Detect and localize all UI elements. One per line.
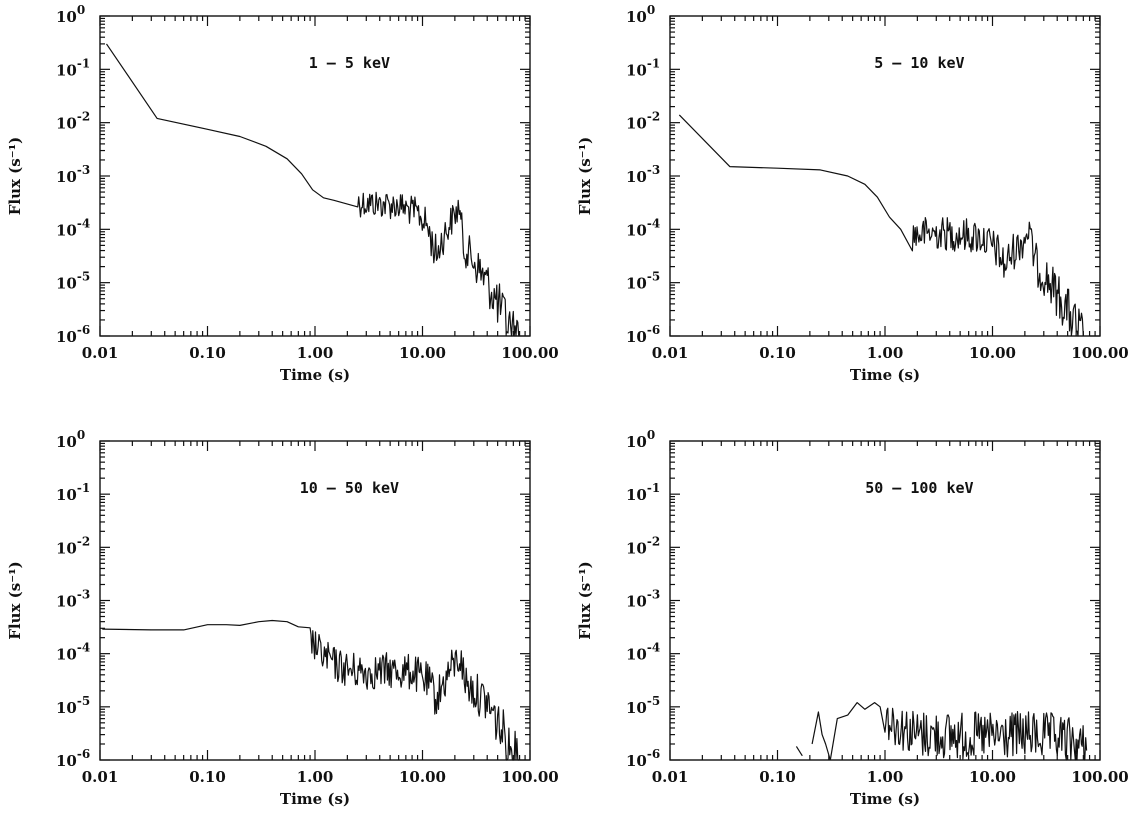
light-curve-line (678, 114, 1084, 337)
y-tick-label: 10-1 (56, 56, 90, 79)
y-tick-label: 10-3 (56, 163, 90, 186)
y-tick-label: 10-1 (56, 481, 90, 504)
panel-1-5-kev: 100 10-1 10-2 10-3 10-4 10-5 10-60.01 0.10 1.00 1… (6, 3, 559, 384)
y-tick-label: 100 (56, 428, 85, 451)
x-tick-label: 10.00 (399, 768, 446, 786)
x-axis-title: Time (s) (850, 790, 920, 808)
x-axis-title: Time (s) (850, 366, 920, 384)
x-axis-title: Time (s) (280, 366, 350, 384)
y-tick-label: 10-2 (56, 534, 90, 557)
y-tick-label: 10-5 (626, 694, 660, 717)
y-tick-label: 10-6 (626, 323, 660, 346)
y-tick-label: 10-5 (56, 694, 90, 717)
y-axis-title: Flux (s⁻¹) (576, 561, 594, 640)
x-tick-label: 100.00 (1071, 768, 1128, 786)
y-tick-label: 100 (626, 3, 655, 26)
light-curve-line (811, 711, 831, 761)
y-tick-label: 10-3 (626, 163, 660, 186)
x-tick-label: 0.01 (652, 768, 689, 786)
x-tick-label: 0.01 (652, 344, 689, 362)
y-tick-label: 10-4 (626, 641, 660, 664)
y-tick-label: 10-6 (56, 747, 90, 770)
panel-title: 10 – 50 keV (300, 479, 399, 497)
x-tick-label: 10.00 (399, 344, 446, 362)
y-tick-label: 10-4 (626, 216, 660, 239)
x-tick-label: 1.00 (867, 344, 904, 362)
panel-title: 1 – 5 keV (309, 54, 390, 72)
x-tick-label: 1.00 (297, 344, 334, 362)
panel-5-10-kev: 100 10-1 10-2 10-3 10-4 10-5 10-60.01 0.10 1.00 1… (576, 3, 1129, 384)
x-tick-label: 0.01 (82, 768, 119, 786)
y-tick-label: 10-6 (626, 747, 660, 770)
light-curve-line (106, 43, 520, 337)
x-tick-label: 0.10 (189, 344, 226, 362)
light-curve-line (829, 702, 1088, 761)
y-tick-label: 10-1 (626, 481, 660, 504)
y-tick-label: 10-5 (56, 270, 90, 293)
x-tick-label: 100.00 (501, 344, 558, 362)
x-tick-label: 0.10 (759, 768, 796, 786)
y-tick-label: 10-4 (56, 641, 90, 664)
y-axis-title: Flux (s⁻¹) (576, 137, 594, 216)
y-tick-label: 10-2 (626, 110, 660, 133)
y-tick-label: 10-4 (56, 216, 90, 239)
panel-10-50-kev: 100 10-1 10-2 10-3 10-4 10-5 10-60.01 0.10 1.00 1… (6, 428, 559, 808)
x-tick-label: 0.01 (82, 344, 119, 362)
y-tick-label: 10-2 (56, 110, 90, 133)
y-tick-label: 10-1 (626, 56, 660, 79)
panel-title: 50 – 100 keV (865, 479, 973, 497)
y-axis-title: Flux (s⁻¹) (6, 561, 24, 640)
x-tick-label: 1.00 (867, 768, 904, 786)
x-axis-title: Time (s) (280, 790, 350, 808)
y-tick-label: 10-3 (626, 588, 660, 611)
y-tick-label: 100 (626, 428, 655, 451)
y-tick-label: 10-5 (626, 270, 660, 293)
x-tick-label: 1.00 (297, 768, 334, 786)
x-tick-label: 10.00 (969, 768, 1016, 786)
y-tick-label: 10-2 (626, 534, 660, 557)
light-curve-line (102, 619, 520, 761)
panel-title: 5 – 10 keV (874, 54, 964, 72)
y-tick-label: 10-6 (56, 323, 90, 346)
x-tick-label: 100.00 (1071, 344, 1128, 362)
y-tick-label: 10-3 (56, 588, 90, 611)
x-tick-label: 0.10 (189, 768, 226, 786)
x-tick-label: 100.00 (501, 768, 558, 786)
x-tick-label: 10.00 (969, 344, 1016, 362)
panel-50-100-kev: 100 10-1 10-2 10-3 10-4 10-5 10-60.01 0.10 1.00 1… (576, 428, 1129, 808)
y-axis-title: Flux (s⁻¹) (6, 137, 24, 216)
y-tick-label: 100 (56, 3, 85, 26)
light-curve-line (795, 746, 803, 757)
x-tick-label: 0.10 (759, 344, 796, 362)
